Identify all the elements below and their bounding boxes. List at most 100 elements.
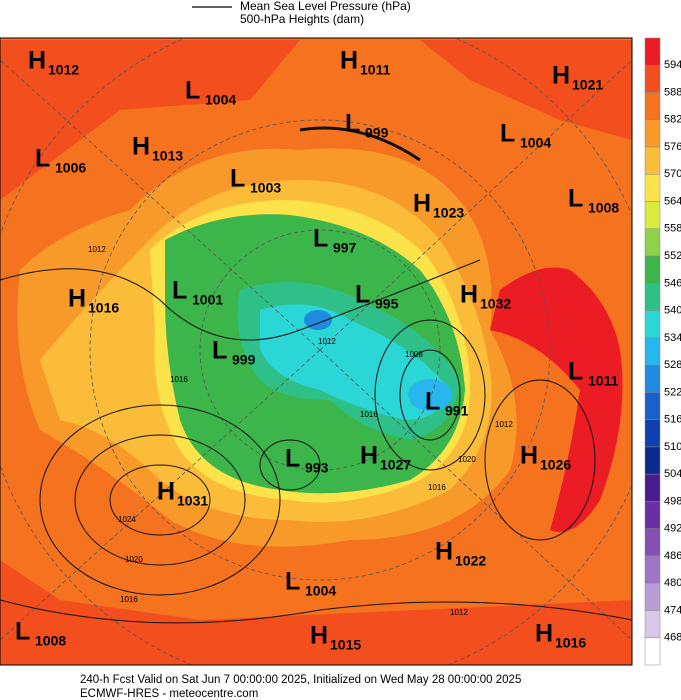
center-kind: L: [313, 225, 328, 253]
center-value: 997: [333, 240, 357, 256]
center-kind: H: [435, 538, 453, 566]
center-kind: H: [340, 47, 358, 75]
colorbar-swatch: [644, 119, 661, 148]
center-value: 1011: [360, 62, 391, 78]
center-value: 1004: [205, 92, 236, 108]
field: [490, 267, 623, 532]
center-kind: L: [15, 618, 30, 646]
center-value: 1008: [35, 633, 66, 649]
colorbar-label: 498: [664, 495, 681, 507]
colorbar-swatch: [644, 310, 661, 339]
colorbar-label: 474: [664, 604, 681, 616]
footer-text: ECMWF-HRES - meteocentre.com: [80, 688, 258, 700]
colorbar-swatch: [644, 528, 661, 557]
colorbar-label: 492: [664, 523, 681, 535]
field: [304, 310, 332, 330]
contour-label: 1016: [428, 483, 446, 492]
colorbar-swatch: [644, 637, 661, 666]
legend-label: Mean Sea Level Pressure (hPa): [240, 0, 411, 13]
field: [408, 379, 452, 411]
colorbar-swatch: [644, 446, 661, 475]
colorbar-label: 534: [664, 332, 681, 344]
center-kind: L: [230, 165, 245, 193]
colorbar-label: 504: [664, 468, 681, 480]
center-kind: L: [355, 281, 370, 309]
graticule: [0, 38, 632, 665]
contour-label: 1008: [405, 350, 423, 359]
colorbar-swatch: [644, 283, 661, 311]
center-value: 1031: [177, 493, 208, 509]
center-kind: H: [310, 622, 328, 650]
center-value: 993: [305, 460, 329, 476]
center-kind: H: [157, 478, 175, 506]
center-value: 999: [232, 352, 256, 368]
colorbar: 594 588 582 576 570 564 558 552 546 540 534 528 522 5…: [644, 37, 681, 666]
center-kind: H: [132, 133, 150, 161]
center-value: 1023: [433, 205, 464, 221]
colorbar-swatch: [644, 364, 661, 393]
contour-label: 1016: [120, 595, 138, 604]
center-value: 1011: [588, 373, 619, 389]
isobars: [0, 126, 632, 624]
center-value: 1012: [48, 62, 79, 78]
contour-label: 1016: [360, 410, 378, 419]
colorbar-label: 564: [664, 195, 681, 207]
colorbar-swatch: [644, 228, 661, 257]
colorbar-label: 552: [664, 250, 681, 262]
center-kind: H: [28, 47, 46, 75]
colorbar-swatch: [644, 37, 661, 66]
colorbar-swatch: [644, 610, 661, 638]
colorbar-label: 582: [664, 114, 681, 126]
contour-label: 1020: [458, 455, 476, 464]
footer-text: 240-h Fcst Valid on Sat Jun 7 00:00:00 2…: [80, 674, 521, 686]
center-kind: L: [172, 277, 187, 305]
center-value: 999: [365, 125, 389, 141]
colorbar-swatch: [644, 555, 661, 584]
colorbar-label: 516: [664, 414, 681, 426]
center-kind: L: [568, 185, 583, 213]
contour-label: 1012: [88, 245, 106, 254]
colorbar-label: 576: [664, 141, 681, 153]
center-value: 1032: [480, 296, 511, 312]
center-kind: L: [425, 388, 440, 416]
center-value: 1008: [588, 200, 619, 216]
colorbar-swatch: [644, 92, 661, 121]
colorbar-label: 480: [664, 577, 681, 589]
center-value: 1027: [380, 457, 411, 473]
colorbar-label: 594: [664, 59, 681, 71]
center-value: 1001: [192, 292, 223, 308]
center-kind: L: [285, 568, 300, 596]
center-kind: H: [552, 62, 570, 90]
contour-label: 1016: [170, 375, 188, 384]
center-kind: H: [460, 281, 478, 309]
contour-label: 1024: [118, 515, 136, 524]
center-value: 1022: [455, 553, 486, 569]
contour-label: 1012: [450, 608, 468, 617]
center-value: 1004: [520, 135, 551, 151]
center-value: 1015: [330, 637, 361, 653]
colorbar-label: 486: [664, 550, 681, 562]
center-kind: H: [360, 442, 378, 470]
center-kind: L: [285, 445, 300, 473]
colorbar-label: 510: [664, 441, 681, 453]
colorbar-label: 468: [664, 632, 681, 644]
center-kind: L: [35, 145, 50, 173]
colorbar-label: 540: [664, 305, 681, 317]
colorbar-swatch: [644, 392, 661, 420]
contour-label: 1012: [318, 337, 336, 346]
colorbar-swatch: [644, 501, 661, 529]
center-value: 995: [375, 296, 399, 312]
map-frame: [0, 37, 633, 666]
colorbar-swatch: [644, 337, 661, 366]
colorbar-label: 558: [664, 223, 681, 235]
map: [0, 38, 632, 665]
center-value: 1004: [305, 583, 336, 599]
center-value: 1013: [152, 148, 183, 164]
center-kind: H: [535, 620, 553, 648]
center-kind: L: [212, 337, 227, 365]
colorbar-label: 588: [664, 86, 681, 98]
contour-label: 1012: [495, 420, 513, 429]
colorbar-swatch: [644, 146, 661, 175]
colorbar-swatch: [644, 419, 661, 448]
